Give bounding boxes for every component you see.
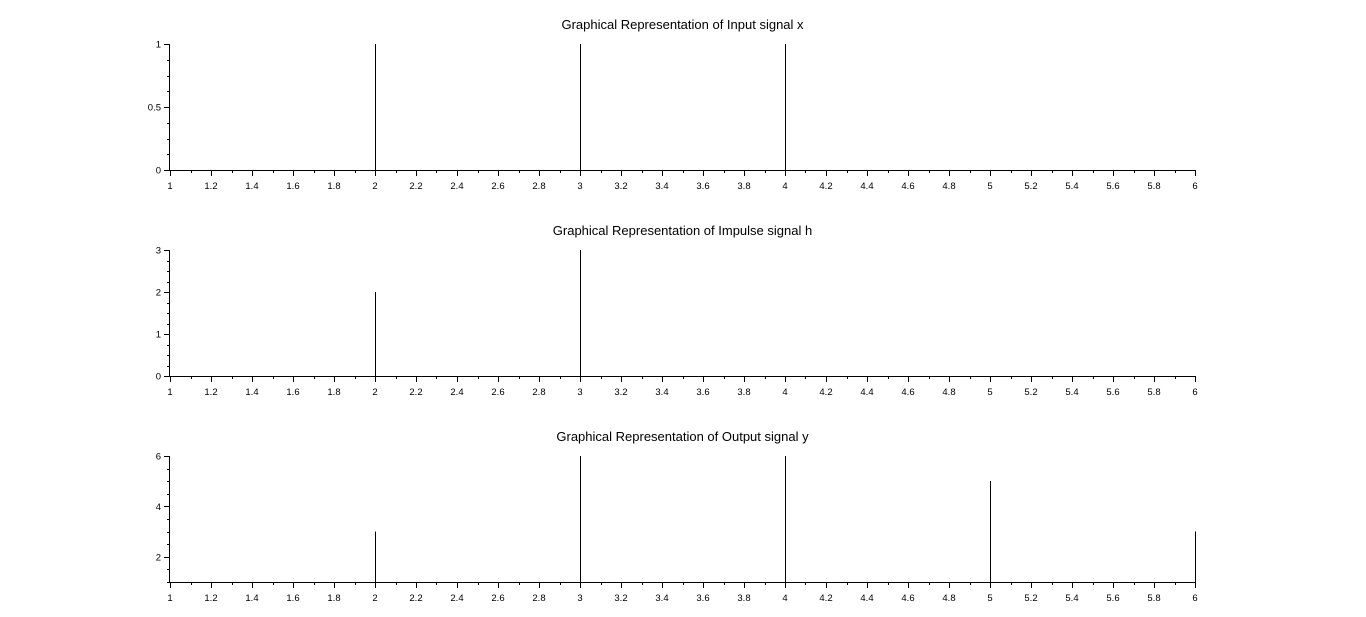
chart-title: Graphical Representation of Input signal… [561,17,804,32]
x-tick-label: 1 [167,181,172,192]
x-tick-label: 3.2 [614,181,627,192]
x-tick-label: 3.6 [696,387,709,398]
x-tick-label: 5.8 [1147,181,1160,192]
x-tick-label: 2.6 [491,181,504,192]
x-tick-label: 2.8 [532,387,545,398]
x-tick-label: 4.6 [901,181,914,192]
x-tick-label: 1.2 [204,387,217,398]
y-tick-label: 2 [156,288,161,299]
y-tick-label: 2 [156,552,161,563]
x-tick-label: 5 [987,181,992,192]
x-tick-label: 5.2 [1024,593,1037,604]
x-tick-label: 5.4 [1065,387,1078,398]
x-tick-label: 6 [1192,181,1197,192]
x-tick-label: 4.4 [860,181,873,192]
x-tick-label: 2 [372,593,377,604]
x-tick-label: 3.8 [737,387,750,398]
x-tick-label: 1.4 [245,181,258,192]
x-tick-label: 2 [372,181,377,192]
subplot-3: Graphical Representation of Output signa… [156,429,1198,604]
x-tick-label: 4.4 [860,387,873,398]
y-tick-label: 1 [156,40,161,51]
x-tick-label: 3.6 [696,181,709,192]
x-tick-label: 2.6 [491,593,504,604]
x-tick-label: 1.4 [245,593,258,604]
x-tick-label: 3.8 [737,593,750,604]
x-tick-label: 4.2 [819,387,832,398]
y-tick-label: 1 [156,330,161,341]
x-tick-label: 1.2 [204,181,217,192]
chart-title: Graphical Representation of Output signa… [556,429,809,444]
x-tick-label: 6 [1192,387,1197,398]
x-tick-label: 4 [782,387,787,398]
y-tick-label: 6 [156,452,161,463]
x-tick-label: 3 [577,181,582,192]
x-tick-label: 1.2 [204,593,217,604]
x-tick-label: 4.2 [819,593,832,604]
x-tick-label: 1 [167,593,172,604]
x-tick-label: 3 [577,387,582,398]
x-tick-label: 5.2 [1024,181,1037,192]
x-tick-label: 3.2 [614,593,627,604]
x-tick-label: 2 [372,387,377,398]
x-tick-label: 4.6 [901,593,914,604]
x-tick-label: 5.2 [1024,387,1037,398]
x-tick-label: 2.2 [409,593,422,604]
x-tick-label: 3.4 [655,593,668,604]
x-tick-label: 1.6 [286,593,299,604]
x-tick-label: 1.8 [327,181,340,192]
x-tick-label: 3 [577,593,582,604]
x-tick-label: 4.4 [860,593,873,604]
x-tick-label: 2.2 [409,181,422,192]
x-tick-label: 2.8 [532,593,545,604]
x-tick-label: 4.8 [942,593,955,604]
x-tick-label: 4.6 [901,387,914,398]
x-tick-label: 3.4 [655,387,668,398]
x-tick-label: 5.6 [1106,387,1119,398]
chart-title: Graphical Representation of Impulse sign… [553,223,812,238]
y-tick-label: 0.5 [148,103,161,114]
subplot-1: Graphical Representation of Input signal… [148,17,1198,192]
x-tick-label: 5.4 [1065,593,1078,604]
y-tick-label: 0 [156,166,161,177]
x-tick-label: 5 [987,387,992,398]
y-tick-label: 3 [156,246,161,257]
subplot-2: Graphical Representation of Impulse sign… [156,223,1198,398]
x-tick-label: 1.8 [327,593,340,604]
x-tick-label: 3.4 [655,181,668,192]
x-tick-label: 1.6 [286,387,299,398]
x-tick-label: 3.2 [614,387,627,398]
x-tick-label: 4 [782,593,787,604]
x-tick-label: 5.8 [1147,387,1160,398]
y-tick-label: 0 [156,372,161,383]
x-tick-label: 5.4 [1065,181,1078,192]
x-tick-label: 3.6 [696,593,709,604]
x-tick-label: 1.4 [245,387,258,398]
x-tick-label: 6 [1192,593,1197,604]
x-tick-label: 2.4 [450,181,463,192]
x-tick-label: 2.2 [409,387,422,398]
x-tick-label: 5.6 [1106,593,1119,604]
x-tick-label: 1.8 [327,387,340,398]
x-tick-label: 2.8 [532,181,545,192]
x-tick-label: 4 [782,181,787,192]
x-tick-label: 1.6 [286,181,299,192]
x-tick-label: 4.2 [819,181,832,192]
x-tick-label: 4.8 [942,181,955,192]
x-tick-label: 2.6 [491,387,504,398]
x-tick-label: 2.4 [450,387,463,398]
x-tick-label: 2.4 [450,593,463,604]
x-tick-label: 5.6 [1106,181,1119,192]
x-tick-label: 4.8 [942,387,955,398]
x-tick-label: 1 [167,387,172,398]
x-tick-label: 5.8 [1147,593,1160,604]
x-tick-label: 3.8 [737,181,750,192]
x-tick-label: 5 [987,593,992,604]
y-tick-label: 4 [156,502,161,513]
